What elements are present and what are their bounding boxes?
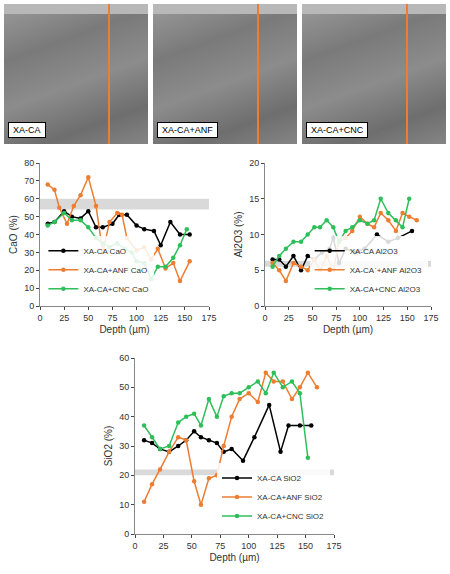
svg-text:20: 20 <box>24 265 34 275</box>
svg-text:0: 0 <box>29 301 34 311</box>
svg-text:75: 75 <box>331 313 341 323</box>
html-text:XA-CA+ANF: XA-CA+ANF <box>162 125 213 135</box>
svg-text:40: 40 <box>24 230 34 240</box>
svg-text:CaO (%): CaO (%) <box>8 215 19 254</box>
svg-text:XA-CA+ANF SiO2: XA-CA+ANF SiO2 <box>257 493 323 502</box>
svg-text:0: 0 <box>254 301 259 311</box>
svg-text:60: 60 <box>24 194 34 204</box>
svg-text:40: 40 <box>119 412 129 422</box>
svg-text:Depth (µm): Depth (µm) <box>209 552 259 563</box>
svg-text:XA-CA+CNC Al2O3: XA-CA+CNC Al2O3 <box>350 285 421 294</box>
svg-text:50: 50 <box>24 212 34 222</box>
svg-text:20: 20 <box>249 158 259 168</box>
svg-text:XA-CA SiO2: XA-CA SiO2 <box>257 474 302 483</box>
svg-text:80: 80 <box>24 158 34 168</box>
svg-text:0: 0 <box>37 313 42 323</box>
svg-text:XA-CA+CNC CaO: XA-CA+CNC CaO <box>83 285 148 294</box>
svg-text:30: 30 <box>119 441 129 451</box>
svg-text:60: 60 <box>119 353 129 363</box>
svg-text:50: 50 <box>83 313 93 323</box>
svg-text:10: 10 <box>249 230 259 240</box>
svg-text:150: 150 <box>400 313 415 323</box>
html-text:XA-CA+CNC: XA-CA+CNC <box>311 125 364 135</box>
svg-text:125: 125 <box>376 313 391 323</box>
svg-text:175: 175 <box>326 541 341 551</box>
svg-text:10: 10 <box>119 500 129 510</box>
svg-text:XA-CA CaO: XA-CA CaO <box>83 247 126 256</box>
svg-text:150: 150 <box>298 541 313 551</box>
svg-text:10: 10 <box>24 283 34 293</box>
svg-text:0: 0 <box>262 313 267 323</box>
svg-text:100: 100 <box>352 313 367 323</box>
svg-text:100: 100 <box>129 313 144 323</box>
svg-text:XA-CA+ANF CaO: XA-CA+ANF CaO <box>83 266 147 275</box>
svg-text:25: 25 <box>158 541 168 551</box>
svg-text:XA-CA+CNC SiO2: XA-CA+CNC SiO2 <box>257 512 324 521</box>
svg-text:Al2O3 (%): Al2O3 (%) <box>233 211 244 257</box>
svg-text:175: 175 <box>201 313 216 323</box>
svg-text:XA-CA`+ANF Al2O3: XA-CA`+ANF Al2O3 <box>350 266 422 275</box>
svg-text:Depth (µm): Depth (µm) <box>99 324 149 335</box>
svg-text:0: 0 <box>124 529 129 539</box>
svg-text:0: 0 <box>132 541 137 551</box>
svg-text:30: 30 <box>24 248 34 258</box>
svg-text:20: 20 <box>119 470 129 480</box>
svg-text:5: 5 <box>254 265 259 275</box>
svg-text:XA-CA Al2O3: XA-CA Al2O3 <box>350 247 399 256</box>
svg-text:125: 125 <box>153 313 168 323</box>
svg-text:100: 100 <box>241 541 256 551</box>
svg-text:25: 25 <box>59 313 69 323</box>
svg-text:SiO2 (%): SiO2 (%) <box>103 426 114 467</box>
svg-text:125: 125 <box>270 541 285 551</box>
svg-text:50: 50 <box>119 382 129 392</box>
svg-text:175: 175 <box>423 313 438 323</box>
svg-text:75: 75 <box>215 541 225 551</box>
svg-text:150: 150 <box>177 313 192 323</box>
svg-text:75: 75 <box>107 313 117 323</box>
html-text:XA-CA: XA-CA <box>13 125 41 135</box>
svg-text:50: 50 <box>187 541 197 551</box>
svg-text:70: 70 <box>24 176 34 186</box>
svg-text:50: 50 <box>307 313 317 323</box>
svg-text:Depth (µm): Depth (µm) <box>323 324 373 335</box>
svg-text:25: 25 <box>284 313 294 323</box>
svg-text:15: 15 <box>249 194 259 204</box>
